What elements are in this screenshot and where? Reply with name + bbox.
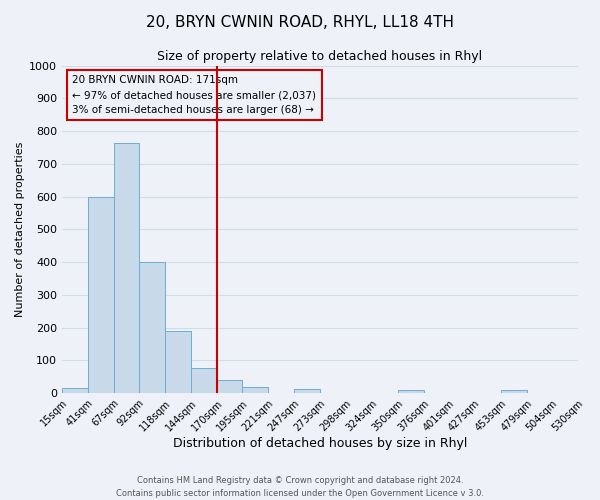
Bar <box>62 388 88 393</box>
Bar <box>114 142 139 393</box>
Title: Size of property relative to detached houses in Rhyl: Size of property relative to detached ho… <box>157 50 482 63</box>
Bar <box>139 262 165 393</box>
Text: 20, BRYN CWNIN ROAD, RHYL, LL18 4TH: 20, BRYN CWNIN ROAD, RHYL, LL18 4TH <box>146 15 454 30</box>
Bar <box>191 368 217 393</box>
Bar <box>295 389 320 393</box>
X-axis label: Distribution of detached houses by size in Rhyl: Distribution of detached houses by size … <box>173 437 467 450</box>
Bar <box>88 196 114 393</box>
Bar <box>501 390 527 393</box>
Y-axis label: Number of detached properties: Number of detached properties <box>15 142 25 317</box>
Bar <box>165 331 191 393</box>
Bar <box>398 390 424 393</box>
Bar <box>242 387 268 393</box>
Text: 20 BRYN CWNIN ROAD: 171sqm
← 97% of detached houses are smaller (2,037)
3% of se: 20 BRYN CWNIN ROAD: 171sqm ← 97% of deta… <box>73 76 316 115</box>
Bar <box>217 380 242 393</box>
Text: Contains HM Land Registry data © Crown copyright and database right 2024.
Contai: Contains HM Land Registry data © Crown c… <box>116 476 484 498</box>
